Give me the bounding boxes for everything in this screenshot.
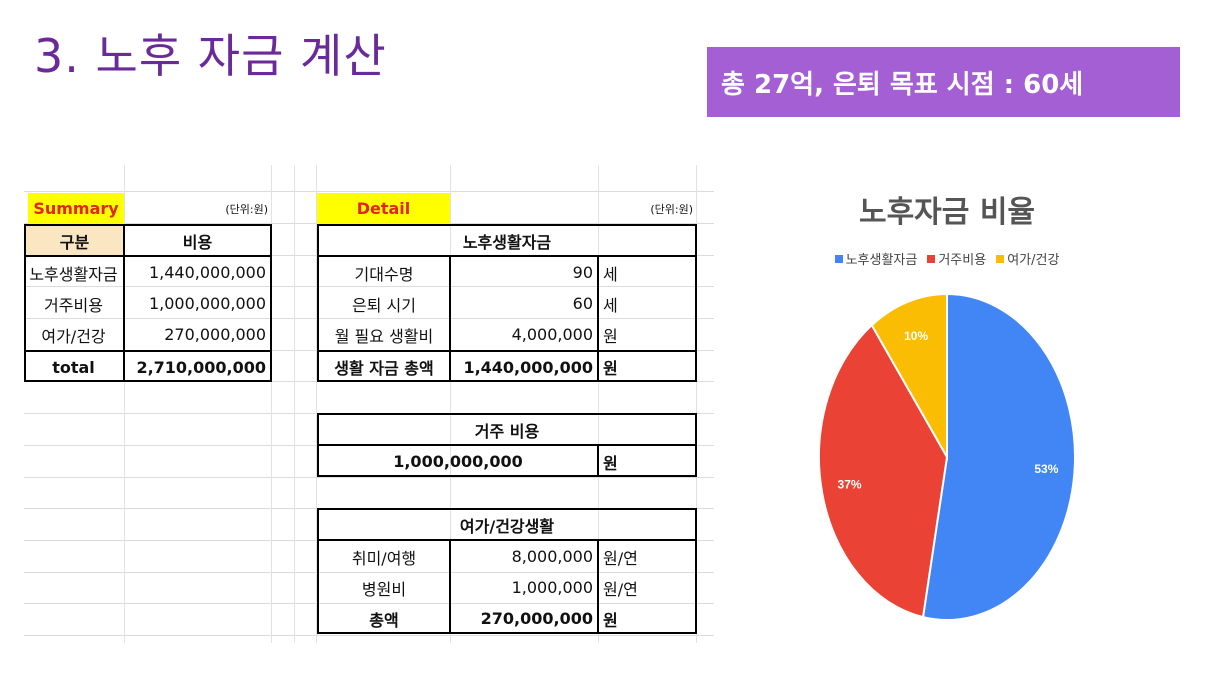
detail-row-value[interactable]: 90: [572, 263, 593, 282]
living-fund-header[interactable]: 노후생활자금: [462, 232, 552, 252]
legend-swatch: [927, 254, 936, 263]
gridline: [696, 165, 697, 643]
gridline: [294, 165, 295, 643]
detail-label[interactable]: Detail: [317, 193, 450, 224]
legend-item: 거주비용: [927, 249, 986, 268]
detail-row-value[interactable]: 4,000,000: [511, 325, 593, 344]
table-divider: [317, 350, 697, 352]
summary-row-name[interactable]: 거주비용: [44, 295, 103, 315]
pie-chart[interactable]: 53% 37% 10% 노후자금 비율 노후생활자금 거주비용 여가/건강: [714, 165, 1180, 640]
detail-row-name[interactable]: 월 필요 생활비: [334, 326, 434, 346]
detail-row-value[interactable]: 8,000,000: [511, 547, 593, 566]
legend-item: 노후생활자금: [834, 249, 918, 268]
pie-slice-1[interactable]: [921, 292, 1076, 621]
table-divider: [317, 444, 697, 446]
legend-swatch: [996, 254, 1005, 263]
gridline: [24, 572, 714, 573]
table-divider: [597, 444, 599, 477]
leisure-table: [317, 508, 697, 634]
detail-row-value[interactable]: 60: [572, 294, 593, 313]
summary-row-value[interactable]: 1,000,000,000: [148, 294, 266, 313]
detail-row-unit[interactable]: 원/연: [603, 579, 638, 599]
leisure-header[interactable]: 여가/건강생활: [459, 516, 555, 536]
living-total-label[interactable]: 생활 자금 총액: [334, 359, 434, 378]
housing-header[interactable]: 거주 비용: [474, 421, 540, 441]
summary-header-category[interactable]: 구분: [26, 226, 123, 255]
table-divider: [24, 255, 272, 257]
pie-slice-2[interactable]: [818, 323, 949, 619]
detail-row-unit[interactable]: 원/연: [603, 548, 638, 568]
summary-row-value[interactable]: 1,440,000,000: [148, 263, 266, 282]
gridline: [450, 165, 451, 643]
detail-row-unit[interactable]: 세: [603, 295, 618, 315]
pie-chart-canvas: 53% 37% 10%: [818, 292, 1076, 621]
gridline: [24, 318, 714, 319]
summary-header-cost[interactable]: 비용: [182, 232, 213, 252]
leisure-total-label[interactable]: 총액: [369, 610, 399, 630]
summary-row-name[interactable]: 노후생활자금: [29, 264, 118, 284]
table-divider: [449, 539, 451, 634]
chart-title: 노후자금 비율: [858, 195, 1036, 230]
table-divider: [449, 255, 451, 382]
detail-row-unit[interactable]: 원: [603, 326, 618, 346]
pie-slice-label: 37%: [838, 478, 862, 492]
legend-label: 노후생활자금: [845, 253, 918, 268]
legend-label: 거주비용: [938, 253, 987, 268]
detail-row-name[interactable]: 은퇴 시기: [352, 295, 416, 315]
summary-table: [24, 224, 272, 382]
housing-value[interactable]: 1,000,000,000: [393, 452, 523, 471]
legend-swatch: [834, 254, 843, 263]
table-divider: [317, 539, 697, 541]
gridline: [24, 191, 714, 192]
summary-label[interactable]: Summary: [28, 193, 124, 224]
living-total-unit[interactable]: 원: [603, 359, 618, 378]
gridline: [24, 603, 714, 604]
table-divider: [597, 539, 599, 634]
table-divider: [24, 350, 272, 352]
summary-row-name[interactable]: 여가/건강: [41, 326, 106, 346]
gridline: [24, 477, 714, 478]
summary-total-label[interactable]: total: [52, 357, 95, 377]
pie-slice-label: 10%: [904, 329, 928, 343]
summary-total-value[interactable]: 2,710,000,000: [136, 357, 266, 377]
living-fund-table: [317, 224, 697, 382]
living-total-value[interactable]: 1,440,000,000: [463, 357, 593, 377]
legend-item: 여가/건강: [996, 249, 1059, 268]
gridline: [124, 165, 125, 643]
pie-slice-label: 53%: [1034, 462, 1058, 476]
page-title: 3. 노후 자금 계산: [34, 29, 387, 83]
gridline: [24, 286, 714, 287]
legend-label: 여가/건강: [1007, 253, 1060, 268]
chart-legend: 노후생활자금 거주비용 여가/건강: [714, 249, 1180, 268]
detail-row-name[interactable]: 병원비: [361, 579, 407, 599]
table-divider: [123, 224, 125, 382]
gridline: [271, 165, 272, 643]
table-divider: [317, 255, 697, 257]
detail-unit[interactable]: (단위:원): [650, 202, 693, 216]
summary-row-value[interactable]: 270,000,000: [164, 325, 266, 344]
detail-row-name[interactable]: 기대수명: [354, 264, 414, 284]
gridline: [598, 165, 599, 643]
goal-banner: 총 27억, 은퇴 목표 시점 : 60세: [707, 47, 1180, 117]
gridline: [316, 165, 317, 643]
leisure-total-value[interactable]: 270,000,000: [480, 609, 593, 628]
detail-row-value[interactable]: 1,000,000: [511, 578, 593, 597]
summary-unit[interactable]: (단위:원): [225, 202, 268, 216]
pie-slice-3[interactable]: [870, 292, 948, 461]
table-divider: [597, 255, 599, 382]
leisure-total-unit[interactable]: 원: [603, 610, 618, 630]
gridline: [24, 635, 714, 636]
housing-unit[interactable]: 원: [603, 453, 618, 473]
detail-row-unit[interactable]: 세: [603, 264, 618, 284]
detail-row-name[interactable]: 취미/여행: [351, 548, 417, 568]
